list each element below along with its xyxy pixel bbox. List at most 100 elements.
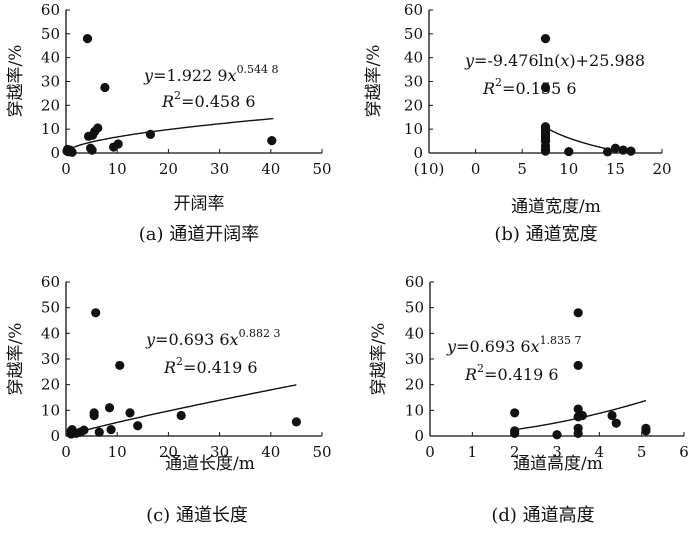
data-point xyxy=(540,146,551,156)
x-tick-label: 50 xyxy=(312,443,331,461)
x-tick-label: 30 xyxy=(210,443,229,461)
data-point xyxy=(510,408,520,418)
x-tick-label: 6 xyxy=(679,443,689,461)
equation-coefficient: =1.922 9 xyxy=(153,66,227,85)
data-point xyxy=(607,410,617,421)
data-point xyxy=(618,145,628,155)
trendline xyxy=(545,126,608,150)
x-tick-label: 0 xyxy=(425,443,435,461)
data-point xyxy=(573,360,583,371)
data-point xyxy=(145,129,156,140)
y-tick-label: 40 xyxy=(41,324,60,342)
y-axis-label: 穿越率/% xyxy=(6,323,26,396)
x-tick-label: 10 xyxy=(108,160,127,178)
y-tick-label: 20 xyxy=(41,376,60,394)
r-squared-value: =0.419 6 xyxy=(484,365,558,384)
x-axis-label: 开阔率 xyxy=(174,194,225,214)
y-tick-label: 10 xyxy=(404,120,423,138)
y-tick-label: 60 xyxy=(405,273,424,291)
equation-exponent: 0.882 3 xyxy=(239,327,281,340)
y-tick-label: 50 xyxy=(41,299,60,317)
data-point xyxy=(94,427,104,437)
x-tick-label: 5 xyxy=(517,160,527,178)
r-symbol: R xyxy=(163,358,176,377)
x-tick-label: 3 xyxy=(552,443,562,461)
equation-y-symbol: y xyxy=(145,330,156,349)
data-point xyxy=(79,425,89,435)
data-point xyxy=(104,403,115,413)
y-axis-label: 穿越率/% xyxy=(6,45,26,118)
y-axis-label: 穿越率/% xyxy=(364,45,384,118)
y-tick-label: 30 xyxy=(41,73,60,91)
data-point xyxy=(125,408,135,418)
data-point xyxy=(552,430,562,440)
r-symbol: R xyxy=(482,79,495,98)
r-squared-value: =0.155 6 xyxy=(502,79,576,98)
fit-equation: y=0.693 6x0.882 3 xyxy=(145,327,281,349)
chart-panel-3: 0 10 20 30 40 50 60 0 10 20 30 40 50 穿越率/% 通道长度/m (c) 通… xyxy=(6,273,332,526)
x-tick-label: (10) xyxy=(414,160,445,178)
equation-exponent: 1.835 7 xyxy=(540,334,582,347)
panel-caption: (b) 通道宽度 xyxy=(494,224,597,245)
x-tick-label: 40 xyxy=(261,160,280,178)
r-superscript: 2 xyxy=(477,362,484,375)
y-tick-label: 0 xyxy=(413,144,423,162)
r-superscript: 2 xyxy=(174,89,181,102)
y-tick-label: 30 xyxy=(41,350,60,368)
equation-y-symbol: y xyxy=(446,337,457,356)
y-tick-label: 0 xyxy=(414,427,424,445)
data-point xyxy=(510,428,520,439)
r-squared-value: =0.458 6 xyxy=(181,92,255,111)
equation-x-symbol: x xyxy=(228,66,237,85)
data-point xyxy=(611,418,621,428)
data-point xyxy=(291,417,301,427)
x-tick-label: 30 xyxy=(210,160,229,178)
data-point xyxy=(577,410,588,421)
chart-panel-1: 0 10 20 30 40 50 60 0 10 20 30 40 50 穿越率/% 开阔率 (a) 通道开阔… xyxy=(6,1,332,245)
x-tick-label: 1 xyxy=(468,443,478,461)
x-tick-label: 20 xyxy=(652,160,671,178)
data-point xyxy=(267,136,277,146)
fit-equation: y=-9.476ln(x)+25.988 xyxy=(464,51,645,70)
data-point xyxy=(626,146,636,156)
x-axis-label: 通道宽度/m xyxy=(511,197,601,217)
data-point xyxy=(100,82,110,93)
equation-coefficient: =0.693 6 xyxy=(456,337,530,356)
r-squared: R2=0.458 6 xyxy=(161,89,256,111)
equation-y-symbol: y xyxy=(464,51,475,70)
y-tick-label: 50 xyxy=(41,25,60,43)
data-point xyxy=(641,426,651,436)
y-tick-label: 60 xyxy=(41,1,60,19)
trendline xyxy=(68,384,297,436)
r-superscript: 2 xyxy=(176,355,183,368)
x-tick-label: 50 xyxy=(312,160,331,178)
y-tick-label: 0 xyxy=(50,427,60,445)
data-point xyxy=(115,360,125,371)
y-tick-label: 0 xyxy=(50,144,60,162)
x-tick-label: 10 xyxy=(559,160,578,178)
trendline xyxy=(66,117,274,152)
y-tick-label: 30 xyxy=(404,73,423,91)
data-point xyxy=(91,308,101,318)
y-axis-label: 穿越率/% xyxy=(369,323,389,396)
r-squared: R2=0.419 6 xyxy=(163,355,258,377)
x-tick-label: 5 xyxy=(637,443,647,461)
r-squared: R2=0.155 6 xyxy=(482,76,577,98)
data-point xyxy=(106,424,116,435)
equation-tail: )+25.988 xyxy=(569,51,645,70)
r-superscript: 2 xyxy=(495,76,502,89)
x-tick-label: 20 xyxy=(159,160,178,178)
data-point xyxy=(610,143,621,153)
data-point xyxy=(540,82,551,93)
y-tick-label: 20 xyxy=(405,376,424,394)
equation-x-symbol: x xyxy=(560,51,569,70)
x-axis-label: 通道高度/m xyxy=(513,454,603,474)
r-symbol: R xyxy=(161,92,174,111)
x-tick-label: 2 xyxy=(510,443,520,461)
x-tick-label: 10 xyxy=(108,443,127,461)
x-tick-label: 20 xyxy=(159,443,178,461)
x-tick-label: 4 xyxy=(595,443,605,461)
panel-caption: (a) 通道开阔率 xyxy=(139,224,260,245)
